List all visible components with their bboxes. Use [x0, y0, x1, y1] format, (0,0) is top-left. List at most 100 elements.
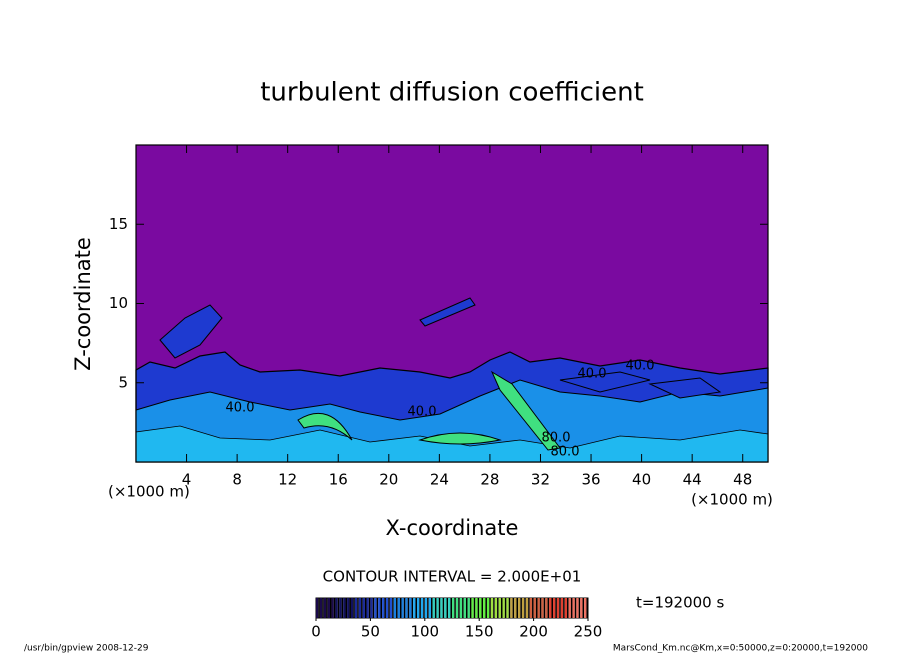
colorbar-gap	[361, 598, 363, 618]
colorbar-stripe	[428, 598, 432, 618]
colorbar-gap	[431, 598, 433, 618]
x-unit-right: (×1000 m)	[691, 491, 773, 509]
colorbar-gap	[442, 598, 445, 618]
colorbar-stripe	[436, 598, 439, 618]
colorbar-gap	[322, 598, 324, 618]
colorbar-tick-label: 150	[465, 623, 494, 641]
colorbar-stripe	[580, 598, 583, 618]
contour-label: 80.0	[551, 445, 580, 460]
colorbar-stripe	[366, 598, 369, 618]
colorbar-stripe	[514, 598, 517, 618]
colorbar-stripe	[335, 598, 338, 618]
colorbar-gap	[524, 598, 526, 618]
colorbar-gap	[547, 598, 550, 618]
colorbar-gap	[512, 598, 515, 618]
colorbar-gap	[341, 598, 344, 618]
colorbar-gap	[423, 598, 425, 618]
colorbar-stripe	[339, 598, 342, 618]
colorbar-stripe	[413, 598, 416, 618]
x-tick-label: 12	[278, 471, 297, 489]
colorbar-stripe	[405, 598, 408, 618]
colorbar-stripe	[327, 598, 330, 618]
colorbar-stripe	[533, 598, 536, 618]
colorbar-stripe	[510, 598, 513, 618]
contour-label: 40.0	[226, 401, 255, 416]
colorbar-tick-label: 50	[361, 623, 380, 641]
time-label: t=192000 s	[636, 594, 724, 612]
colorbar-gap	[528, 598, 530, 618]
colorbar-stripe	[537, 598, 540, 618]
contour-interval: CONTOUR INTERVAL = 2.000E+01	[323, 568, 582, 586]
colorbar-stripe	[502, 598, 505, 618]
colorbar-stripe	[397, 598, 400, 618]
colorbar-stripe	[440, 598, 443, 618]
colorbar-gap	[411, 598, 414, 618]
colorbar-gap	[570, 598, 573, 618]
colorbar-gap	[427, 598, 429, 618]
y-tick-label: 15	[109, 215, 128, 233]
colorbar-gap	[563, 598, 565, 618]
x-unit: (×1000 m)	[108, 483, 190, 501]
x-tick-label: 20	[379, 471, 398, 489]
y-axis-label: Z-coordinate	[71, 237, 95, 371]
colorbar-gap	[380, 598, 383, 618]
colorbar-gap	[368, 598, 371, 618]
colorbar-tick-label: 100	[410, 623, 439, 641]
colorbar-gap	[574, 598, 577, 618]
x-tick-label: 40	[632, 471, 651, 489]
colorbar-stripe	[560, 598, 564, 618]
colorbar-gap	[364, 598, 367, 618]
colorbar-stripe	[486, 598, 490, 618]
colorbar-stripe	[393, 598, 397, 618]
colorbar-gap	[419, 598, 421, 618]
colorbar-gap	[318, 598, 320, 618]
colorbar-stripe	[358, 598, 362, 618]
colorbar-stripe	[417, 598, 420, 618]
colorbar-gap	[450, 598, 452, 618]
colorbar-stripe	[483, 598, 486, 618]
colorbar-gap	[349, 598, 351, 618]
colorbar-stripe	[479, 598, 482, 618]
colorbar-gap	[493, 598, 495, 618]
colorbar-stripe	[529, 598, 533, 618]
colorbar-gap	[446, 598, 449, 618]
x-tick-label: 32	[531, 471, 550, 489]
x-tick-label: 44	[683, 471, 702, 489]
colorbar-stripe	[506, 598, 509, 618]
x-tick-label: 16	[329, 471, 348, 489]
colorbar-gap	[333, 598, 336, 618]
x-tick-label: 36	[581, 471, 600, 489]
contour-label: 80.0	[542, 431, 571, 446]
colorbar-stripe	[545, 598, 548, 618]
colorbar-stripe	[420, 598, 424, 618]
colorbar-stripe	[576, 598, 579, 618]
colorbar-stripe	[374, 598, 377, 618]
colorbar-stripe	[343, 598, 346, 618]
colorbar-stripe	[494, 598, 498, 618]
colorbar-stripe	[521, 598, 525, 618]
colorbar-stripe	[572, 598, 575, 618]
colorbar-gap	[329, 598, 332, 618]
colorbar-stripe	[584, 598, 587, 618]
colorbar-tick-label: 200	[519, 623, 548, 641]
colorbar-stripe	[378, 598, 381, 618]
colorbar-gap	[508, 598, 511, 618]
colorbar-gap	[539, 598, 542, 618]
colorbar-tick-label: 0	[311, 623, 321, 641]
colorbar-stripe	[354, 598, 358, 618]
x-tick-label: 28	[480, 471, 499, 489]
colorbar-gap	[578, 598, 581, 618]
colorbar-gap	[376, 598, 379, 618]
colorbar-gap	[520, 598, 522, 618]
colorbar-gap	[567, 598, 569, 618]
colorbar-stripe	[401, 598, 404, 618]
x-tick-label: 8	[232, 471, 242, 489]
colorbar-gap	[458, 598, 460, 618]
colorbar-stripe	[455, 598, 459, 618]
colorbar-stripe	[385, 598, 389, 618]
colorbar-gap	[353, 598, 355, 618]
colorbar-gap	[551, 598, 554, 618]
colorbar-gap	[465, 598, 468, 618]
colorbar-gap	[388, 598, 390, 618]
colorbar-stripe	[471, 598, 474, 618]
